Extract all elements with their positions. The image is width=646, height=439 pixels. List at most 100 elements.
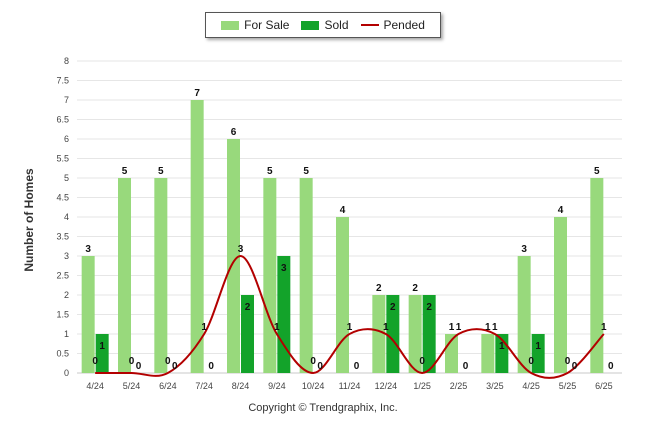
sold-data-label: 1 bbox=[99, 341, 105, 352]
sold-data-label: 1 bbox=[535, 341, 541, 352]
bar-for-sale bbox=[154, 178, 167, 373]
pended-data-label: 3 bbox=[238, 244, 244, 255]
y-tick-label: 3.5 bbox=[56, 232, 69, 242]
sold-data-label: 2 bbox=[390, 302, 396, 313]
y-axis-label-wrap: Number of Homes bbox=[19, 120, 39, 320]
for-sale-data-label: 7 bbox=[194, 88, 200, 99]
sold-data-label: 1 bbox=[499, 341, 505, 352]
for-sale-data-label: 5 bbox=[158, 166, 164, 177]
pended-data-label: 0 bbox=[92, 356, 98, 367]
pended-data-label: 0 bbox=[165, 356, 171, 367]
sold-data-label: 0 bbox=[608, 361, 614, 372]
sold-data-label: 0 bbox=[136, 361, 142, 372]
x-tick-label: 4/24 bbox=[86, 381, 104, 391]
pended-data-label: 0 bbox=[129, 356, 135, 367]
for-sale-data-label: 4 bbox=[340, 205, 346, 216]
sold-data-label: 3 bbox=[281, 263, 287, 274]
pended-data-label: 1 bbox=[347, 322, 353, 333]
y-tick-label: 7 bbox=[64, 95, 69, 105]
pended-data-label: 0 bbox=[310, 356, 316, 367]
for-sale-data-label: 5 bbox=[594, 166, 600, 177]
y-tick-label: 7.5 bbox=[56, 76, 69, 86]
for-sale-data-label: 6 bbox=[231, 127, 237, 138]
pended-data-label: 0 bbox=[565, 356, 571, 367]
y-tick-label: 4.5 bbox=[56, 193, 69, 203]
x-tick-label: 5/25 bbox=[559, 381, 577, 391]
x-tick-label: 1/25 bbox=[413, 381, 431, 391]
bar-for-sale bbox=[300, 178, 313, 373]
pended-data-label: 1 bbox=[492, 322, 498, 333]
for-sale-data-label: 1 bbox=[449, 322, 455, 333]
for-sale-data-label: 5 bbox=[303, 166, 309, 177]
y-tick-label: 1 bbox=[64, 329, 69, 339]
y-tick-label: 0.5 bbox=[56, 349, 69, 359]
y-tick-label: 6 bbox=[64, 134, 69, 144]
x-tick-label: 6/25 bbox=[595, 381, 613, 391]
y-tick-label: 2.5 bbox=[56, 271, 69, 281]
x-tick-label: 3/25 bbox=[486, 381, 504, 391]
copyright-text: Copyright © Trendgraphix, Inc. bbox=[0, 402, 646, 414]
y-tick-label: 5.5 bbox=[56, 154, 69, 164]
x-tick-label: 9/24 bbox=[268, 381, 286, 391]
y-axis-label: Number of Homes bbox=[22, 168, 36, 271]
pended-data-label: 1 bbox=[601, 322, 607, 333]
sold-data-label: 2 bbox=[245, 302, 251, 313]
bar-sold bbox=[532, 334, 545, 373]
for-sale-data-label: 2 bbox=[376, 283, 382, 294]
bar-for-sale bbox=[336, 217, 349, 373]
y-tick-label: 6.5 bbox=[56, 115, 69, 125]
sold-data-label: 0 bbox=[572, 361, 578, 372]
pended-data-label: 0 bbox=[419, 356, 425, 367]
y-tick-label: 4 bbox=[64, 212, 69, 222]
pended-data-label: 0 bbox=[528, 356, 534, 367]
x-tick-label: 6/24 bbox=[159, 381, 177, 391]
y-tick-label: 0 bbox=[64, 368, 69, 378]
for-sale-data-label: 2 bbox=[412, 283, 418, 294]
for-sale-data-label: 3 bbox=[85, 244, 91, 255]
pended-data-label: 1 bbox=[201, 322, 207, 333]
for-sale-data-label: 4 bbox=[558, 205, 564, 216]
for-sale-swatch-icon bbox=[221, 21, 239, 30]
legend-label-pended: Pended bbox=[384, 18, 425, 32]
legend: For Sale Sold Pended bbox=[205, 12, 441, 38]
legend-item-for-sale[interactable]: For Sale bbox=[221, 18, 289, 32]
bar-sold bbox=[96, 334, 109, 373]
legend-item-sold[interactable]: Sold bbox=[301, 18, 348, 32]
sold-data-label: 0 bbox=[463, 361, 469, 372]
y-tick-label: 8 bbox=[64, 56, 69, 66]
for-sale-data-label: 3 bbox=[521, 244, 527, 255]
sold-data-label: 0 bbox=[317, 361, 323, 372]
x-tick-label: 11/24 bbox=[339, 381, 361, 391]
pended-data-label: 1 bbox=[383, 322, 389, 333]
x-tick-label: 8/24 bbox=[232, 381, 250, 391]
sold-data-label: 0 bbox=[172, 361, 178, 372]
bar-for-sale bbox=[481, 334, 494, 373]
legend-label-sold: Sold bbox=[324, 18, 348, 32]
sold-data-label: 2 bbox=[426, 302, 432, 313]
for-sale-data-label: 5 bbox=[267, 166, 273, 177]
bar-for-sale bbox=[554, 217, 567, 373]
bar-for-sale bbox=[372, 295, 385, 373]
sold-data-label: 0 bbox=[354, 361, 360, 372]
x-tick-label: 12/24 bbox=[375, 381, 398, 391]
x-tick-label: 5/24 bbox=[123, 381, 141, 391]
y-tick-label: 5 bbox=[64, 173, 69, 183]
y-tick-label: 1.5 bbox=[56, 310, 69, 320]
x-tick-label: 7/24 bbox=[195, 381, 213, 391]
y-tick-label: 2 bbox=[64, 290, 69, 300]
y-tick-label: 3 bbox=[64, 251, 69, 261]
sold-data-label: 0 bbox=[208, 361, 214, 372]
bar-for-sale bbox=[118, 178, 131, 373]
for-sale-data-label: 1 bbox=[485, 322, 491, 333]
legend-label-for-sale: For Sale bbox=[244, 18, 289, 32]
sold-swatch-icon bbox=[301, 21, 319, 30]
pended-data-label: 1 bbox=[274, 322, 280, 333]
bar-for-sale bbox=[263, 178, 276, 373]
x-tick-label: 10/24 bbox=[302, 381, 325, 391]
x-tick-label: 4/25 bbox=[522, 381, 540, 391]
pended-data-label: 1 bbox=[456, 322, 462, 333]
for-sale-data-label: 5 bbox=[122, 166, 128, 177]
pended-line-swatch-icon bbox=[361, 24, 379, 26]
legend-item-pended[interactable]: Pended bbox=[361, 18, 425, 32]
